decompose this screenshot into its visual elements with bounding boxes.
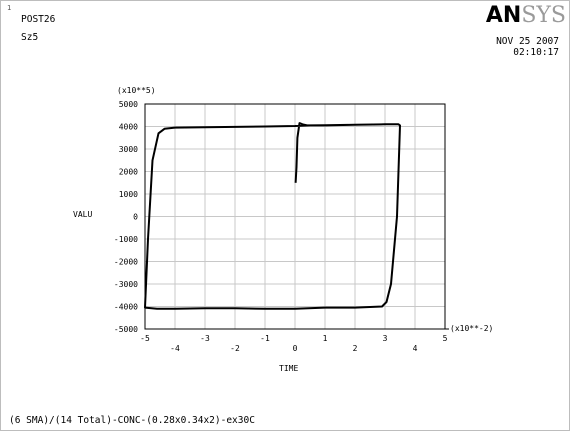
time-label: 02:10:17 xyxy=(513,47,559,58)
ansys-logo: ANSYS xyxy=(486,4,566,28)
y-tick-label: -2000 xyxy=(114,258,138,267)
x-tick-label: 3 xyxy=(383,334,388,343)
y-multiplier-label: (x10**5) xyxy=(117,86,156,95)
x-tick-label: -5 xyxy=(140,334,150,343)
grid-lines xyxy=(144,103,446,330)
program-label: POST26 xyxy=(21,14,56,25)
y-axis-label: VALU xyxy=(73,210,92,219)
plot-name-label: Sz5 xyxy=(21,32,39,43)
y-tick-label: -5000 xyxy=(114,325,138,334)
y-tick-label: -1000 xyxy=(114,235,138,244)
x-tick-label: -1 xyxy=(260,334,270,343)
x-axis-label: TIME xyxy=(279,364,298,373)
series-line xyxy=(144,122,401,310)
logo-text-gray: SYS xyxy=(521,3,566,28)
x-tick-label: 4 xyxy=(413,344,418,353)
series-group xyxy=(144,122,401,310)
x-tick-label: -3 xyxy=(200,334,210,343)
x-tick-label: 5 xyxy=(443,334,448,343)
y-tick-label: 0 xyxy=(133,213,138,222)
x-tick-label: 0 xyxy=(293,344,298,353)
x-multiplier-label: (x10**-2) xyxy=(450,324,493,333)
y-tick-label: 1000 xyxy=(119,190,138,199)
date-label: NOV 25 2007 xyxy=(496,36,559,47)
x-tick-label: 2 xyxy=(353,344,358,353)
y-tick-labels: 5000 4000 3000 2000 1000 0 -1000 -2000 -3000 -400… xyxy=(114,100,138,334)
x-tick-label: 1 xyxy=(323,334,328,343)
x-tick-label: -2 xyxy=(230,344,240,353)
y-tick-label: 5000 xyxy=(119,100,138,109)
y-tick-label: 2000 xyxy=(119,168,138,177)
x-tick-labels: -5 -4 -3 -2 -1 0 1 2 3 4 5 xyxy=(140,334,447,353)
window-number: 1 xyxy=(7,4,12,12)
footer-title: (6 SMA)/(14 Total)-CONC-(0.28x0.34x2)-ex… xyxy=(9,415,255,426)
y-tick-label: -4000 xyxy=(114,303,138,312)
y-tick-label: -3000 xyxy=(114,280,138,289)
y-tick-label: 4000 xyxy=(119,123,138,132)
logo-text-bold: AN xyxy=(485,3,522,28)
y-tick-label: 3000 xyxy=(119,145,138,154)
x-tick-label: -4 xyxy=(170,344,180,353)
